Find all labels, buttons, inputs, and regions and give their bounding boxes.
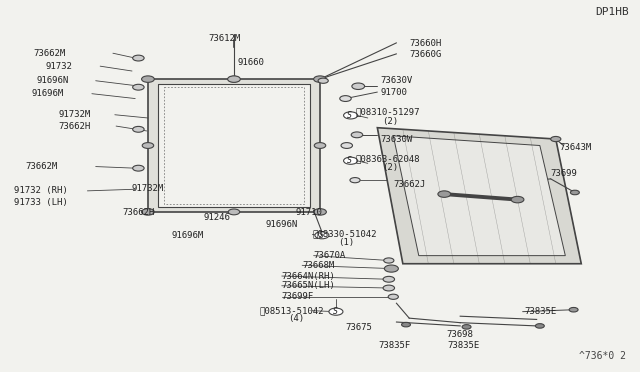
Text: 73699F: 73699F [282, 292, 314, 301]
Text: Ⓢ08310-51297: Ⓢ08310-51297 [355, 108, 420, 117]
Text: 73668M: 73668M [302, 261, 335, 270]
Circle shape [511, 196, 524, 203]
Circle shape [341, 142, 353, 148]
Circle shape [344, 112, 358, 119]
Circle shape [228, 76, 241, 82]
Circle shape [550, 137, 561, 142]
Circle shape [438, 191, 451, 197]
Text: 73643M: 73643M [559, 143, 591, 152]
Text: 91732: 91732 [46, 62, 73, 71]
Polygon shape [148, 79, 320, 212]
Text: 73835F: 73835F [379, 341, 411, 350]
Text: 73660H: 73660H [409, 39, 442, 48]
Circle shape [462, 325, 471, 329]
Circle shape [570, 190, 579, 195]
Circle shape [340, 96, 351, 102]
Circle shape [228, 209, 240, 215]
Text: 91710: 91710 [296, 208, 323, 217]
Text: 73835E: 73835E [524, 307, 556, 316]
Text: 73612M: 73612M [208, 34, 241, 43]
Circle shape [344, 157, 358, 164]
Circle shape [329, 308, 343, 315]
Text: 91696N: 91696N [266, 220, 298, 229]
Text: 73630W: 73630W [381, 135, 413, 144]
Circle shape [383, 276, 394, 282]
Circle shape [314, 209, 326, 215]
Circle shape [132, 84, 144, 90]
Circle shape [132, 126, 144, 132]
Text: 91246: 91246 [204, 213, 230, 222]
Text: (1): (1) [338, 238, 354, 247]
Text: 91700: 91700 [381, 87, 408, 97]
Text: (2): (2) [383, 163, 399, 172]
Text: 91732 (RH): 91732 (RH) [14, 186, 68, 195]
Text: 91696N: 91696N [36, 76, 68, 85]
Circle shape [132, 55, 144, 61]
Text: 91733 (LH): 91733 (LH) [14, 198, 68, 207]
Text: 91696M: 91696M [32, 89, 64, 98]
Circle shape [401, 323, 410, 327]
Text: S: S [348, 111, 353, 120]
Text: 73835E: 73835E [447, 341, 480, 350]
Text: 73699: 73699 [550, 169, 577, 177]
Text: 73698: 73698 [446, 330, 473, 340]
Text: 73662J: 73662J [394, 180, 426, 189]
Circle shape [141, 76, 154, 82]
Text: 73662M: 73662M [26, 162, 58, 171]
Polygon shape [394, 136, 565, 256]
Circle shape [141, 209, 154, 215]
Circle shape [569, 307, 578, 312]
Text: 73662H: 73662H [122, 208, 154, 217]
Text: S: S [319, 231, 324, 240]
Text: DP1HB: DP1HB [595, 7, 629, 17]
Text: 73664N(RH): 73664N(RH) [282, 272, 335, 280]
Text: Ⓢ08363-62048: Ⓢ08363-62048 [355, 154, 420, 163]
Circle shape [384, 258, 394, 263]
Polygon shape [157, 84, 310, 207]
Circle shape [388, 294, 398, 299]
Text: ^736*0 2: ^736*0 2 [579, 352, 626, 361]
Text: Ⓢ08330-51042: Ⓢ08330-51042 [312, 229, 377, 238]
Text: 73662H: 73662H [59, 122, 91, 131]
Circle shape [142, 142, 154, 148]
Circle shape [352, 83, 365, 90]
Circle shape [314, 142, 326, 148]
Text: 73665N(LH): 73665N(LH) [282, 281, 335, 290]
Text: 91732M: 91732M [132, 184, 164, 193]
Circle shape [318, 78, 328, 83]
Text: 91732M: 91732M [59, 110, 91, 119]
Text: 73662M: 73662M [33, 49, 65, 58]
Text: S: S [333, 307, 338, 316]
Polygon shape [378, 128, 581, 264]
Text: (4): (4) [288, 314, 304, 323]
Circle shape [132, 165, 144, 171]
Text: 91660: 91660 [237, 58, 264, 67]
Circle shape [536, 324, 544, 328]
Circle shape [351, 132, 363, 138]
Circle shape [315, 232, 329, 239]
Text: 73660G: 73660G [409, 50, 442, 59]
Circle shape [228, 76, 240, 82]
Text: 91696M: 91696M [172, 231, 204, 240]
Text: (2): (2) [383, 117, 399, 126]
Text: 73675: 73675 [346, 323, 372, 332]
Circle shape [314, 76, 326, 82]
Circle shape [385, 265, 398, 272]
Circle shape [383, 285, 394, 291]
Text: Ⓢ08513-51042: Ⓢ08513-51042 [259, 306, 324, 315]
Text: S: S [348, 156, 353, 165]
Circle shape [350, 177, 360, 183]
Text: 73630V: 73630V [381, 76, 413, 85]
Text: 73670A: 73670A [314, 251, 346, 260]
